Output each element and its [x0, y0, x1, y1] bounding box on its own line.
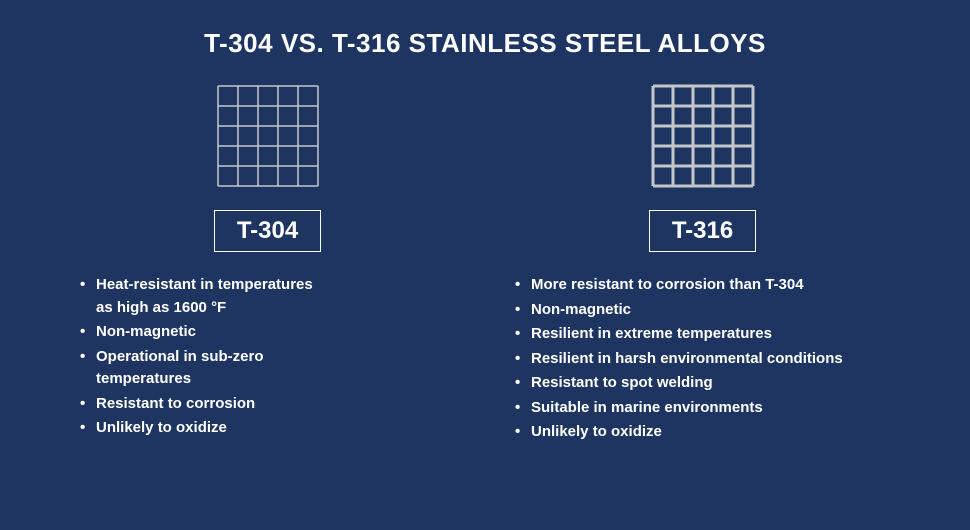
label-t316: T-316 [649, 210, 756, 252]
bullet-continuation: as high as 1600 °F [96, 297, 465, 320]
page-title: T-304 VS. T-316 STAINLESS STEEL ALLOYS [40, 28, 930, 59]
bullet-item: Operational in sub-zerotemperatures [80, 346, 465, 391]
grid-svg-left [213, 81, 323, 191]
bullet-item: Unlikely to oxidize [80, 417, 465, 440]
column-t316: T-316 More resistant to corrosion than T… [505, 81, 900, 446]
bullet-item: Non-magnetic [515, 299, 900, 322]
bullet-continuation: temperatures [96, 368, 465, 391]
column-t304: T-304 Heat-resistant in temperaturesas h… [70, 81, 465, 446]
bullet-item: Resilient in harsh environmental conditi… [515, 348, 900, 371]
comparison-columns: T-304 Heat-resistant in temperaturesas h… [40, 81, 930, 446]
bullet-item: More resistant to corrosion than T-304 [515, 274, 900, 297]
bullet-item: Heat-resistant in temperaturesas high as… [80, 274, 465, 319]
bullet-item: Resistant to spot welding [515, 372, 900, 395]
bullet-item: Suitable in marine environments [515, 397, 900, 420]
bullet-item: Resilient in extreme temperatures [515, 323, 900, 346]
mesh-icon-thin [213, 81, 323, 196]
bullet-item: Resistant to corrosion [80, 393, 465, 416]
grid-svg-right [648, 81, 758, 191]
mesh-icon-thick [648, 81, 758, 196]
infographic-container: T-304 VS. T-316 STAINLESS STEEL ALLOYS T… [0, 0, 970, 530]
label-t304: T-304 [214, 210, 321, 252]
bullets-t316: More resistant to corrosion than T-304No… [505, 274, 900, 446]
bullet-item: Non-magnetic [80, 321, 465, 344]
bullet-item: Unlikely to oxidize [515, 421, 900, 444]
bullets-t304: Heat-resistant in temperaturesas high as… [70, 274, 465, 442]
